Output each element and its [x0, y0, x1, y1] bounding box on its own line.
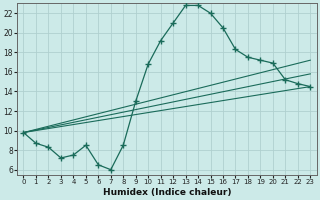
X-axis label: Humidex (Indice chaleur): Humidex (Indice chaleur): [103, 188, 231, 197]
